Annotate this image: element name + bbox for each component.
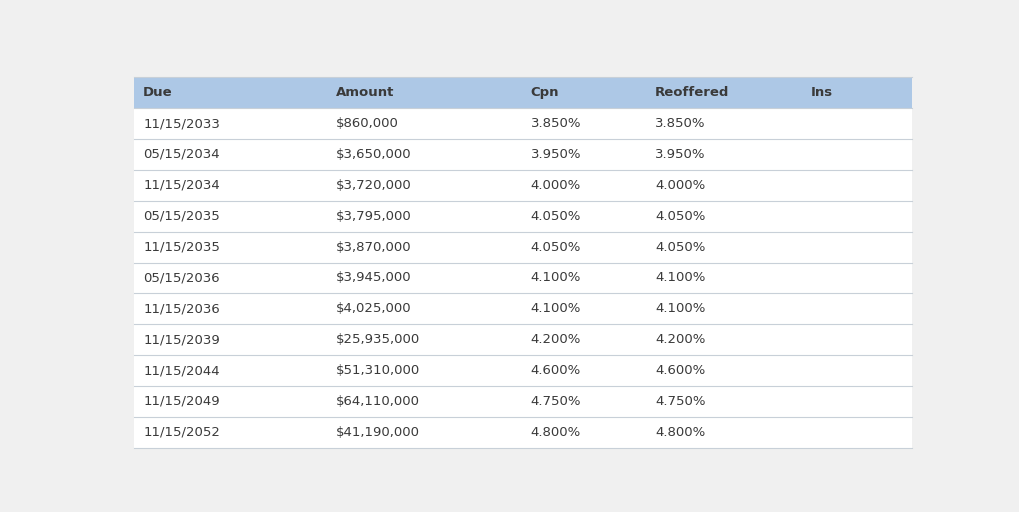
Bar — [133, 77, 911, 108]
Text: 4.050%: 4.050% — [654, 210, 705, 223]
Text: 05/15/2036: 05/15/2036 — [143, 271, 219, 285]
Text: 4.200%: 4.200% — [654, 333, 705, 346]
Text: 4.100%: 4.100% — [654, 271, 705, 285]
Bar — [133, 108, 911, 139]
Text: Cpn: Cpn — [530, 86, 558, 99]
Text: $4,025,000: $4,025,000 — [335, 302, 412, 315]
Text: 4.050%: 4.050% — [530, 210, 581, 223]
Text: $25,935,000: $25,935,000 — [335, 333, 420, 346]
Bar — [133, 231, 911, 263]
Text: Amount: Amount — [335, 86, 394, 99]
Bar — [133, 170, 911, 201]
Bar — [133, 386, 911, 417]
Text: 4.050%: 4.050% — [654, 241, 705, 253]
Text: $3,720,000: $3,720,000 — [335, 179, 412, 192]
Text: 4.100%: 4.100% — [530, 302, 581, 315]
Text: 4.800%: 4.800% — [654, 426, 704, 439]
Text: 11/15/2049: 11/15/2049 — [143, 395, 219, 408]
Text: 11/15/2033: 11/15/2033 — [143, 117, 220, 130]
Text: $860,000: $860,000 — [335, 117, 398, 130]
Text: 11/15/2034: 11/15/2034 — [143, 179, 220, 192]
Text: 4.800%: 4.800% — [530, 426, 580, 439]
Text: 4.000%: 4.000% — [530, 179, 580, 192]
Text: Ins: Ins — [810, 86, 832, 99]
Text: 11/15/2039: 11/15/2039 — [143, 333, 220, 346]
Text: 05/15/2035: 05/15/2035 — [143, 210, 220, 223]
Bar — [133, 139, 911, 170]
Text: Reoffered: Reoffered — [654, 86, 729, 99]
Text: 4.200%: 4.200% — [530, 333, 581, 346]
Text: 3.950%: 3.950% — [654, 148, 705, 161]
Text: 4.100%: 4.100% — [530, 271, 581, 285]
Text: 4.000%: 4.000% — [654, 179, 704, 192]
Text: 11/15/2052: 11/15/2052 — [143, 426, 220, 439]
Text: 05/15/2034: 05/15/2034 — [143, 148, 219, 161]
Text: 11/15/2036: 11/15/2036 — [143, 302, 220, 315]
Text: 11/15/2044: 11/15/2044 — [143, 364, 219, 377]
Text: 4.050%: 4.050% — [530, 241, 581, 253]
Bar — [133, 324, 911, 355]
Bar — [133, 263, 911, 293]
Text: 3.850%: 3.850% — [530, 117, 581, 130]
Text: $3,945,000: $3,945,000 — [335, 271, 412, 285]
Text: $41,190,000: $41,190,000 — [335, 426, 420, 439]
Text: $3,795,000: $3,795,000 — [335, 210, 412, 223]
Text: 4.600%: 4.600% — [654, 364, 704, 377]
Text: $3,650,000: $3,650,000 — [335, 148, 412, 161]
Text: 4.100%: 4.100% — [654, 302, 705, 315]
Text: 3.950%: 3.950% — [530, 148, 581, 161]
Text: $64,110,000: $64,110,000 — [335, 395, 420, 408]
Text: 4.600%: 4.600% — [530, 364, 580, 377]
Text: 3.850%: 3.850% — [654, 117, 705, 130]
Text: Due: Due — [143, 86, 172, 99]
Text: 4.750%: 4.750% — [654, 395, 705, 408]
Text: $51,310,000: $51,310,000 — [335, 364, 420, 377]
Text: 11/15/2035: 11/15/2035 — [143, 241, 220, 253]
Bar — [133, 293, 911, 324]
Bar — [133, 417, 911, 448]
Text: 4.750%: 4.750% — [530, 395, 581, 408]
Bar — [133, 355, 911, 386]
Bar — [133, 201, 911, 231]
Text: $3,870,000: $3,870,000 — [335, 241, 412, 253]
